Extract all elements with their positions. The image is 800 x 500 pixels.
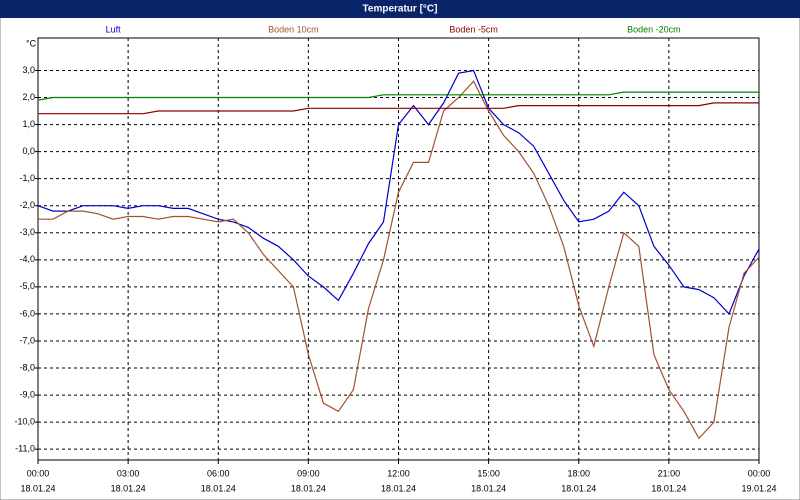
x-tick-date: 18.01.24 — [651, 483, 686, 493]
x-tick-date: 19.01.24 — [741, 483, 776, 493]
y-tick-label: 0,0 — [22, 146, 35, 156]
x-tick-label: 15:00 — [477, 468, 500, 478]
legend-entry: Boden -5cm — [449, 24, 498, 34]
x-tick-label: 09:00 — [297, 468, 320, 478]
chart-title: Temperatur [°C] — [363, 4, 438, 15]
series-line — [37, 91, 759, 101]
series-line — [38, 80, 760, 440]
y-tick-label: -1,0 — [19, 173, 35, 183]
y-tick-label: 1,0 — [22, 119, 35, 129]
x-tick-label: 06:00 — [207, 468, 230, 478]
x-tick-label: 00:00 — [748, 468, 771, 478]
y-tick-label: -3,0 — [19, 227, 35, 237]
y-tick-label: -6,0 — [19, 308, 35, 318]
x-tick-date: 18.01.24 — [381, 483, 416, 493]
y-tick-label: -2,0 — [19, 200, 35, 210]
unit-label: °C — [26, 38, 37, 48]
y-tick-label: -11,0 — [15, 444, 35, 454]
y-tick-label: -8,0 — [19, 362, 35, 372]
x-tick-label: 21:00 — [658, 468, 681, 478]
legend-entry: Boden -20cm — [627, 24, 681, 34]
y-tick-label: -7,0 — [19, 335, 35, 345]
x-tick-label: 03:00 — [117, 468, 140, 478]
x-tick-label: 18:00 — [567, 468, 590, 478]
legend-entry: Luft — [106, 24, 122, 34]
legend-entry: Boden 10cm — [268, 24, 319, 34]
x-tick-date: 18.01.24 — [111, 483, 146, 493]
y-tick-label: -9,0 — [19, 389, 35, 399]
x-tick-label: 12:00 — [387, 468, 410, 478]
x-tick-date: 18.01.24 — [291, 483, 326, 493]
y-tick-label: 2,0 — [22, 92, 35, 102]
series-line — [37, 69, 760, 316]
x-tick-date: 18.01.24 — [561, 483, 596, 493]
y-tick-label: 3,0 — [22, 65, 35, 75]
x-tick-date: 18.01.24 — [20, 483, 55, 493]
x-tick-date: 18.01.24 — [471, 483, 506, 493]
series-line — [38, 102, 759, 115]
y-tick-label: -5,0 — [19, 281, 35, 291]
x-tick-date: 18.01.24 — [201, 483, 236, 493]
x-tick-label: 00:00 — [27, 468, 50, 478]
y-tick-label: -10,0 — [14, 417, 35, 427]
title-bar — [0, 0, 800, 18]
y-tick-label: -4,0 — [19, 254, 35, 264]
